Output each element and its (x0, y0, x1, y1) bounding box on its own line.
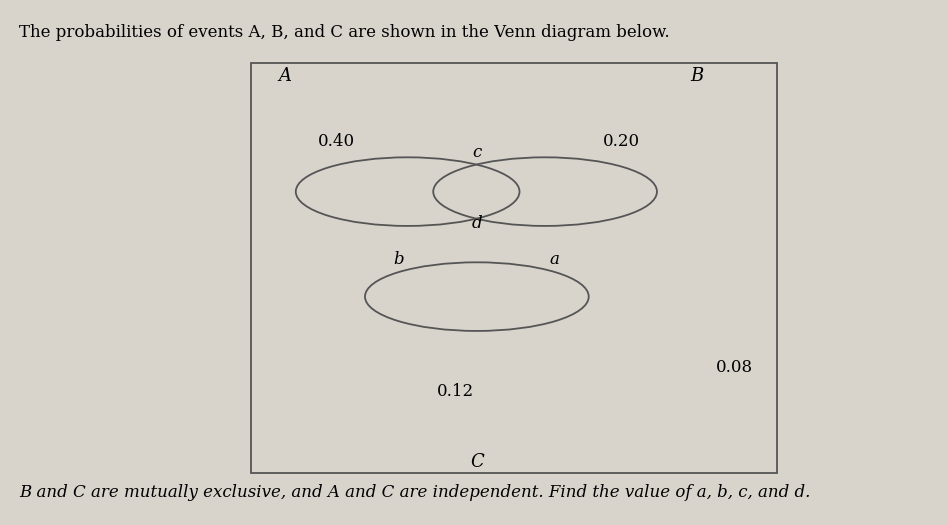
Text: B: B (690, 67, 703, 85)
Text: d: d (471, 215, 483, 232)
Text: 0.20: 0.20 (602, 133, 640, 150)
Text: a: a (550, 251, 559, 268)
Bar (251, 63, 777, 472)
Text: A: A (278, 67, 291, 85)
Text: 0.12: 0.12 (436, 383, 474, 400)
Text: b: b (392, 251, 404, 268)
Text: B and C are mutually exclusive, and A and C are independent. Find the value of a: B and C are mutually exclusive, and A an… (19, 485, 811, 501)
Text: The probabilities of events A, B, and C are shown in the Venn diagram below.: The probabilities of events A, B, and C … (19, 24, 669, 40)
Text: c: c (472, 144, 482, 161)
Text: 0.08: 0.08 (716, 359, 754, 376)
Text: 0.40: 0.40 (318, 133, 356, 150)
Text: C: C (470, 453, 483, 471)
